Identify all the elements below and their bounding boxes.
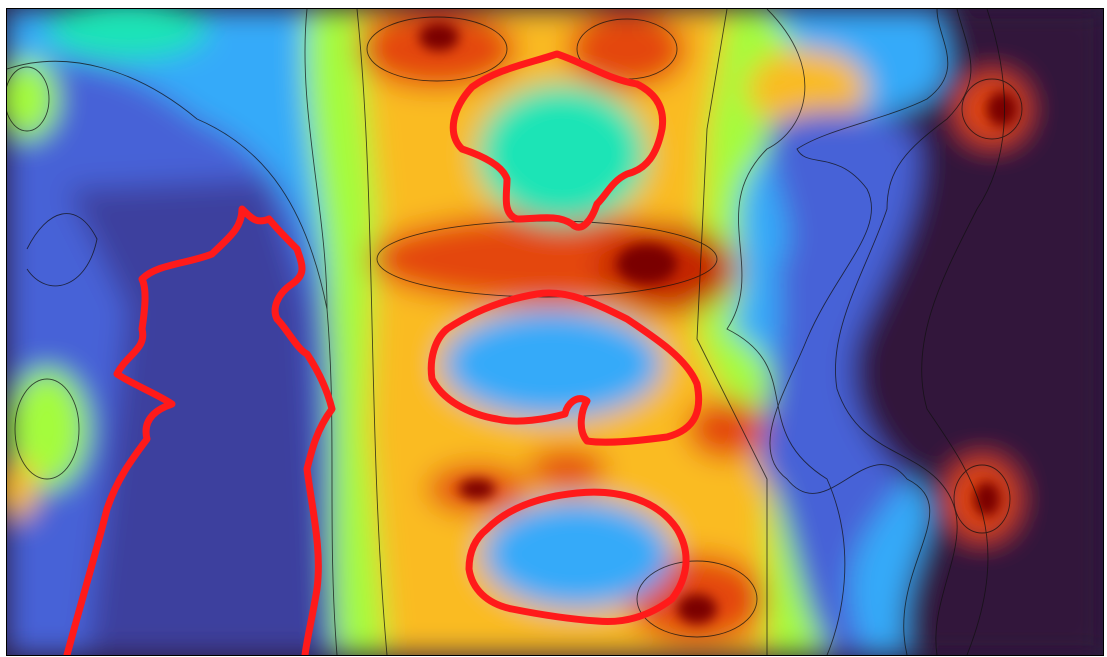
elevation-map[interactable]: [6, 8, 1104, 656]
outline-lower-basin[interactable]: [465, 488, 690, 626]
terrain-colormap: [7, 9, 1103, 655]
peak-spots: [419, 23, 1018, 624]
map-canvas: [7, 9, 1103, 655]
outline-upper-basin[interactable]: [449, 50, 667, 231]
contour-lines: [7, 9, 1023, 655]
outline-middle-basin[interactable]: [427, 289, 703, 446]
outline-left-channel[interactable]: [63, 205, 336, 655]
outlined-regions: [63, 50, 703, 655]
